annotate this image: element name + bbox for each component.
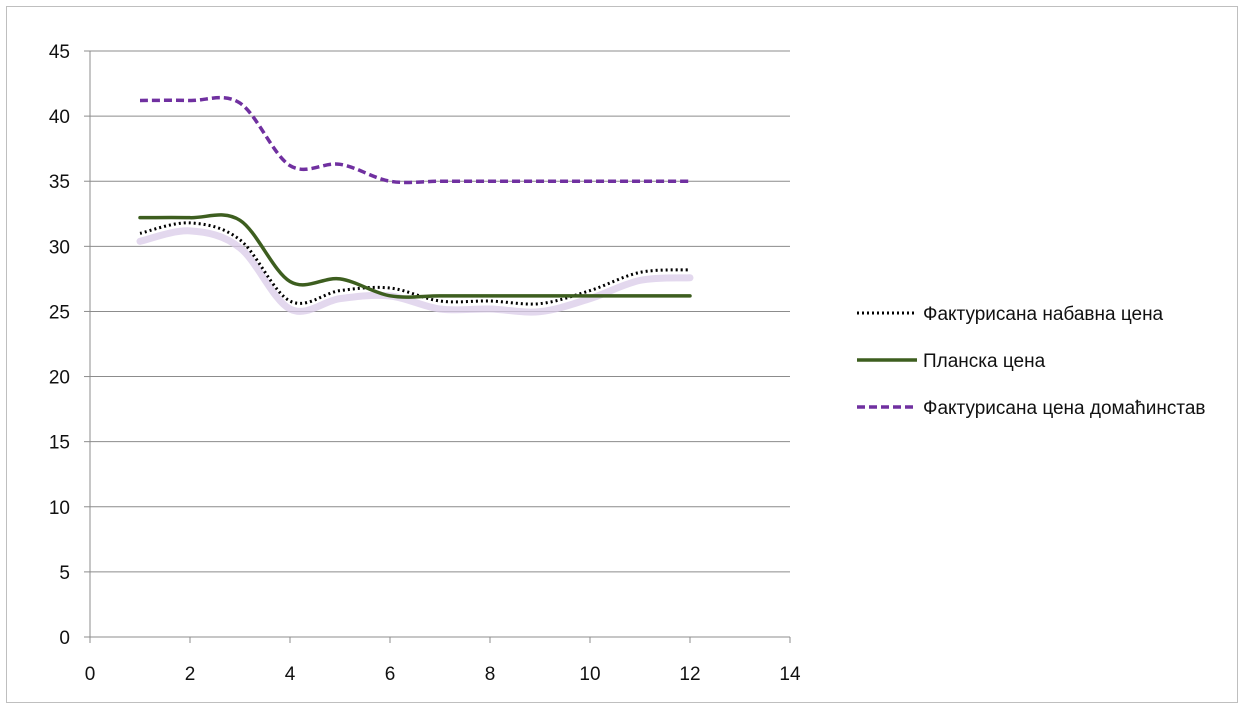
x-tick-label: 8: [485, 664, 496, 685]
y-tick-label: 15: [49, 433, 70, 454]
x-tick-label: 2: [185, 664, 196, 685]
x-tick-label: 12: [679, 664, 700, 685]
axes: [89, 51, 790, 638]
x-tick-label: 4: [285, 664, 296, 685]
y-tick-label: 30: [49, 237, 70, 258]
y-tick-label: 45: [49, 42, 70, 63]
x-axis-ticks: 0 2 4 6 8 10 12 14: [85, 637, 801, 685]
series-line-1: [139, 221, 691, 306]
series-lines: [136, 95, 694, 316]
y-tick-label: 0: [59, 628, 70, 649]
legend: Фактурисана набавна цена Планска цена Факт…: [857, 304, 1206, 419]
chart-frame: [6, 6, 1238, 703]
series-line-3: [139, 95, 690, 185]
y-axis-ticks: 0 5 10 15 20 25 30 35 40 45: [49, 42, 90, 649]
x-tick-label: 0: [85, 664, 96, 685]
y-tick-label: 25: [49, 302, 70, 323]
y-tick-label: 10: [49, 498, 70, 519]
legend-label-1: Фактурисана набавна цена: [923, 304, 1164, 325]
x-tick-label: 6: [385, 664, 396, 685]
series-line-2: [138, 213, 692, 299]
legend-label-3: Фактурисана цена домаћинстав: [923, 398, 1206, 419]
y-tick-label: 20: [49, 368, 70, 389]
y-tick-label: 40: [49, 107, 70, 128]
x-tick-label: 10: [579, 664, 600, 685]
legend-label-2: Планска цена: [923, 351, 1046, 372]
y-tick-label: 35: [49, 172, 70, 193]
x-tick-label: 14: [779, 664, 801, 685]
y-tick-label: 5: [59, 563, 70, 584]
gridlines: [90, 50, 790, 573]
series-shadow: [136, 227, 694, 316]
